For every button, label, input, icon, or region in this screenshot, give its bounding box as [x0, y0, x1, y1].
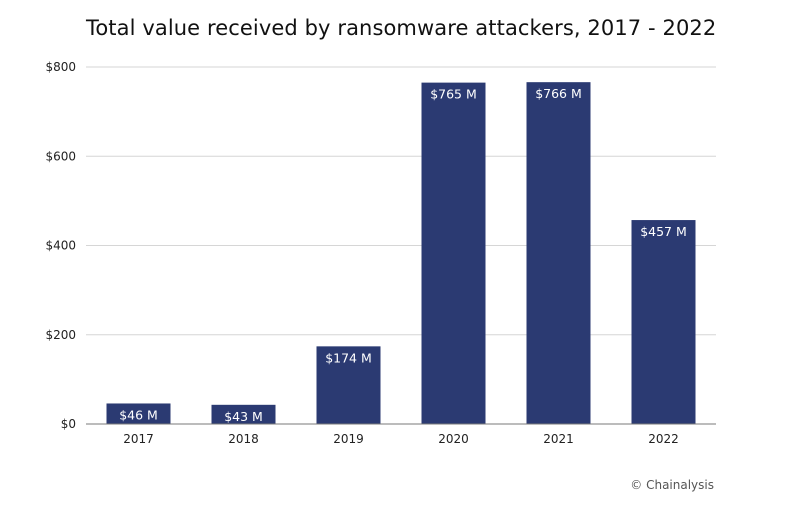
- data-label-2021: $766 M: [535, 86, 582, 101]
- y-tick-label: $400: [45, 239, 76, 253]
- bar-2020: [421, 82, 486, 425]
- data-label-2017: $46 M: [119, 407, 158, 422]
- data-label-2018: $43 M: [224, 409, 263, 424]
- bar-2021: [526, 82, 591, 425]
- x-tick-label-2017: 2017: [123, 432, 154, 446]
- bars-layer: [106, 82, 696, 425]
- bar-2022: [631, 220, 696, 424]
- bar-2017: [106, 403, 171, 424]
- y-tick-label: $800: [45, 60, 76, 74]
- grid-layer: [86, 66, 716, 425]
- data-label-2022: $457 M: [640, 224, 687, 239]
- bar-2019: [316, 346, 381, 424]
- data-label-2019: $174 M: [325, 350, 372, 365]
- x-tick-label-2021: 2021: [543, 432, 574, 446]
- x-tick-label-2019: 2019: [333, 432, 364, 446]
- y-tick-label: $200: [45, 328, 76, 342]
- x-tick-label-2018: 2018: [228, 432, 259, 446]
- bar-2018: [211, 404, 276, 424]
- y-tick-label: $0: [61, 417, 76, 431]
- source-credit: © Chainalysis: [630, 478, 714, 492]
- data-label-2020: $765 M: [430, 87, 477, 102]
- labels-layer: $0 $200 $400 $600 $800 $46 M 2017 $43 M 2018 $174…: [45, 60, 716, 446]
- x-tick-label-2020: 2020: [438, 432, 469, 446]
- chart-title: Total value received by ransomware attac…: [86, 16, 717, 40]
- y-tick-label: $600: [45, 149, 76, 163]
- x-tick-label-2022: 2022: [648, 432, 679, 446]
